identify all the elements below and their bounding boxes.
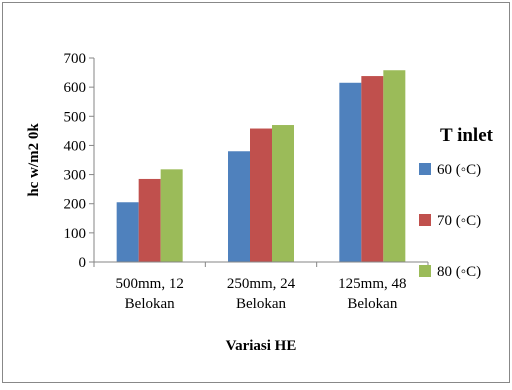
y-tick-label: 0	[79, 255, 87, 271]
legend-swatch	[419, 163, 431, 175]
y-tick-label: 200	[64, 197, 87, 213]
y-axis-ticks: 0 100 200 300 400 500 600 700	[64, 51, 94, 271]
legend-title: T inlet	[440, 125, 494, 146]
y-tick-label: 500	[64, 109, 87, 125]
x-axis-tick-labels: 500mm, 12 Belokan 250mm, 24 Belokan 125mm, 4…	[115, 276, 406, 312]
legend-swatch	[419, 265, 431, 277]
y-tick-label: 100	[64, 226, 87, 242]
bar	[116, 202, 139, 262]
bar	[228, 151, 250, 262]
y-tick-label: 300	[64, 168, 87, 184]
bar	[339, 82, 362, 263]
legend-swatch	[419, 214, 431, 226]
bars	[116, 70, 406, 263]
bar	[250, 128, 272, 262]
legend: 60 (◦C) 70 (◦C) 80 (◦C)	[419, 162, 481, 280]
bar	[383, 70, 406, 263]
y-tick-label: 700	[64, 51, 87, 67]
legend-label: 70 (◦C)	[437, 213, 481, 229]
bar	[361, 76, 384, 262]
y-axis-label: hc w/m2 0k	[26, 123, 42, 197]
y-tick-label: 600	[64, 80, 87, 96]
x-axis-label: Variasi HE	[226, 338, 297, 354]
legend-label: 80 (◦C)	[437, 264, 481, 280]
x-tick-label: 125mm, 48 Belokan	[338, 276, 406, 312]
bar	[138, 178, 161, 262]
bar	[160, 169, 183, 262]
x-tick-label: 500mm, 12 Belokan	[115, 276, 183, 312]
legend-label: 60 (◦C)	[437, 162, 481, 178]
bar	[272, 125, 294, 263]
y-tick-label: 400	[64, 138, 87, 154]
x-tick-label: 250mm, 24 Belokan	[227, 276, 296, 312]
